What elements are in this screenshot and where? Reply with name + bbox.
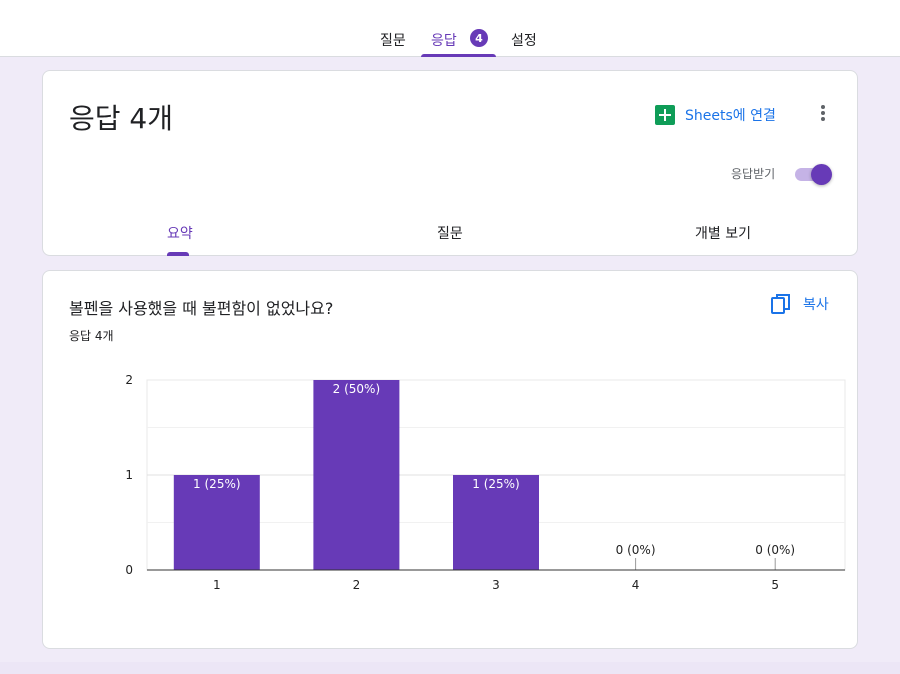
bar-data-label: 2 (50%)	[333, 382, 380, 396]
responses-header-card: 응답 4개 Sheets에 연결 응답받기 요약 질문 개별 보기	[42, 70, 858, 256]
top-nav-bar: 질문 응답 4 설정	[0, 0, 900, 57]
question-title: 볼펜을 사용했을 때 불편함이 없었나요?	[69, 299, 334, 318]
copy-label: 복사	[803, 297, 829, 313]
bar-3	[453, 475, 539, 570]
x-tick-label: 3	[492, 578, 500, 592]
tab-questions[interactable]: 질문	[380, 26, 406, 57]
tab-questions-label: 질문	[380, 33, 406, 49]
tab-responses[interactable]: 응답 4	[421, 26, 496, 57]
bar-1	[173, 475, 260, 570]
more-options-icon[interactable]	[819, 103, 827, 125]
bar-data-label: 0 (0%)	[755, 543, 795, 557]
y-tick-label: 1	[125, 468, 133, 482]
x-tick-label: 5	[771, 578, 779, 592]
toggle-knob	[811, 164, 832, 185]
bottom-strip	[0, 662, 900, 674]
sheets-icon	[655, 105, 675, 125]
subtab-question[interactable]: 질문	[437, 226, 463, 242]
y-tick-label: 0	[125, 563, 133, 577]
x-tick-label: 1	[213, 578, 221, 592]
active-tab-indicator	[421, 54, 496, 57]
copy-chart-button[interactable]: 복사	[771, 293, 829, 315]
x-tick-label: 4	[632, 578, 640, 592]
bar-2	[313, 380, 400, 570]
subtab-individual[interactable]: 개별 보기	[695, 226, 751, 242]
bar-chart: 0 1 2 1 (25%) 1 2 (50%) 2 1 (25%) 3 0 (0%) 4 0 (0%)…	[125, 373, 846, 592]
accept-responses-toggle[interactable]	[793, 164, 833, 185]
y-tick-label: 2	[125, 373, 133, 387]
link-to-sheets-button[interactable]: Sheets에 연결	[655, 102, 776, 128]
accept-responses-label: 응답받기	[731, 167, 776, 181]
copy-icon	[771, 294, 790, 314]
bar-data-label: 1 (25%)	[472, 477, 519, 491]
responses-title: 응답 4개	[69, 102, 173, 135]
tab-responses-label: 응답	[431, 33, 457, 49]
subtab-active-indicator	[167, 252, 189, 256]
response-count-badge: 4	[470, 29, 488, 47]
link-to-sheets-label: Sheets에 연결	[685, 108, 776, 124]
bar-data-label: 0 (0%)	[616, 543, 656, 557]
subtab-summary[interactable]: 요약	[167, 226, 193, 242]
tab-settings-label: 설정	[511, 33, 537, 49]
x-tick-label: 2	[353, 578, 361, 592]
question-response-count: 응답 4개	[69, 329, 114, 343]
tab-settings[interactable]: 설정	[511, 26, 537, 57]
bar-data-label: 1 (25%)	[193, 477, 240, 491]
question-summary-card: 볼펜을 사용했을 때 불편함이 없었나요? 응답 4개 복사 0 1 2 1 (25%…	[42, 270, 858, 649]
